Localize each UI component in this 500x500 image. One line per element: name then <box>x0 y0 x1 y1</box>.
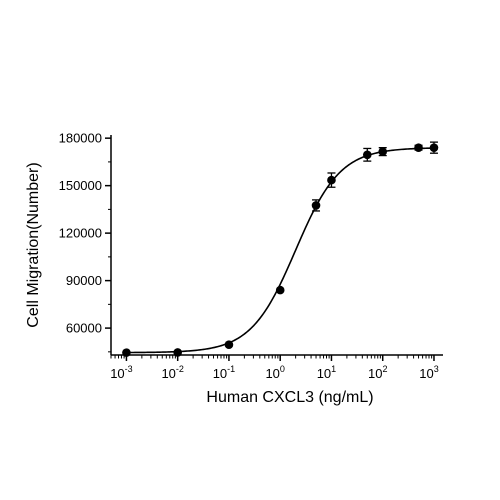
y-axis-ticks: 60000 90000 120000 150000 180000 <box>59 131 111 353</box>
fit-curve <box>126 147 434 354</box>
x-tick-label: 101 <box>317 364 336 381</box>
y-axis-title: Cell Migration(Number) <box>25 162 42 327</box>
x-tick-label: 100 <box>265 364 284 381</box>
x-tick-label: 10-1 <box>213 364 235 381</box>
x-tick-label: 10-2 <box>161 364 183 381</box>
y-tick-label: 90000 <box>66 273 102 288</box>
x-tick-label: 10-3 <box>110 364 132 381</box>
y-tick-label: 60000 <box>66 321 102 336</box>
y-tick-label: 120000 <box>59 226 102 241</box>
data-point <box>429 143 439 152</box>
data-point <box>275 285 285 295</box>
data-point <box>414 143 423 152</box>
data-point <box>224 340 234 350</box>
data-point <box>311 201 321 210</box>
y-tick-label: 150000 <box>59 178 102 193</box>
data-points <box>122 141 439 357</box>
x-axis-ticks: 10-3 10-2 10-1 100 101 102 103 <box>110 355 439 381</box>
x-tick-label: 103 <box>419 364 438 381</box>
y-tick-label: 180000 <box>59 131 102 146</box>
data-point <box>327 175 336 185</box>
x-tick-label: 102 <box>368 364 387 381</box>
data-point <box>362 150 372 160</box>
x-axis-title: Human CXCL3 (ng/mL) <box>206 389 373 406</box>
data-point <box>378 147 388 156</box>
